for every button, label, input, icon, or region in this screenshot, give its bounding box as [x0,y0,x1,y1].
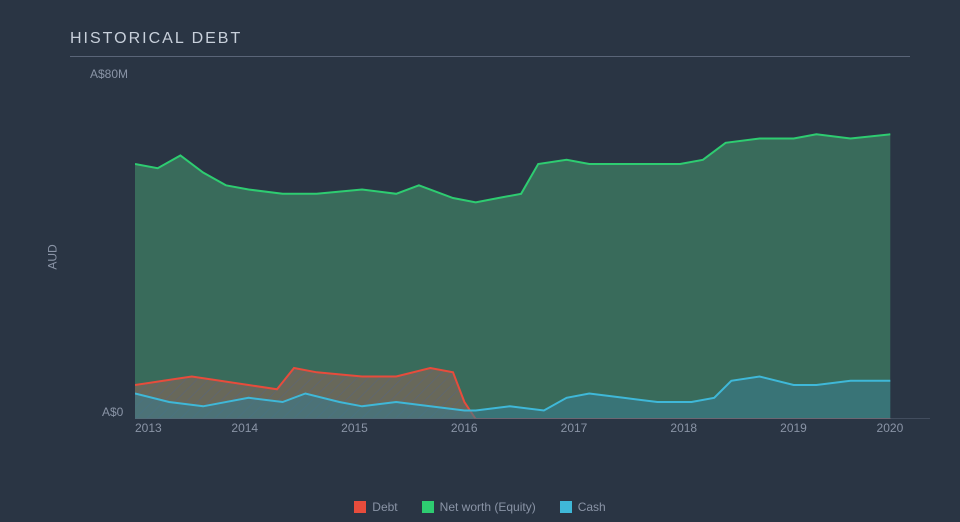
x-tick: 2018 [670,421,697,439]
x-tick: 2014 [231,421,258,439]
y-axis-label: AUD [46,244,60,269]
legend-item-debt[interactable]: Debt [354,500,397,514]
plot-area: AUD A$80M A$0 2013 2014 2015 2016 2017 2018 20… [40,67,910,447]
legend-swatch [560,501,572,513]
x-tick: 2019 [780,421,807,439]
legend-swatch [354,501,366,513]
chart-title: HISTORICAL DEBT [70,30,910,48]
legend-label: Cash [578,500,606,514]
legend-item-cash[interactable]: Cash [560,500,606,514]
legend-swatch [422,501,434,513]
y-tick-top: A$80M [90,67,128,81]
chart-svg [135,79,930,419]
chart-container: HISTORICAL DEBT AUD A$80M A$0 2013201420… [0,0,960,522]
equity-area [135,134,890,419]
y-tick-bottom: A$0 [102,405,123,419]
x-tick: 2013 [135,421,162,439]
x-tick: 2020 [877,421,904,439]
x-tick: 2015 [341,421,368,439]
legend-item-equity[interactable]: Net worth (Equity) [422,500,536,514]
legend: Debt Net worth (Equity) Cash [0,500,960,514]
x-axis-ticks: 2013 2014 2015 2016 2017 2018 2019 2020 [135,421,930,439]
legend-label: Net worth (Equity) [440,500,536,514]
title-rule [70,56,910,57]
x-tick: 2017 [561,421,588,439]
legend-label: Debt [372,500,397,514]
x-tick: 2016 [451,421,478,439]
